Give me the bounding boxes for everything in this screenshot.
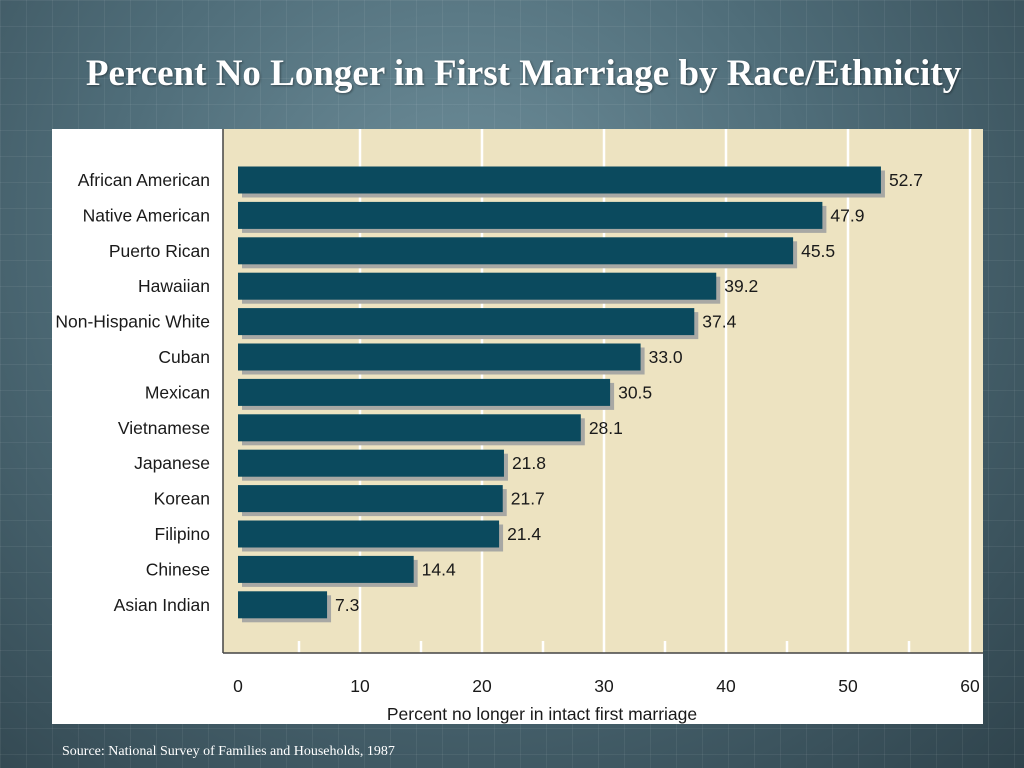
- data-label: 21.7: [511, 489, 545, 509]
- bar: [238, 555, 414, 583]
- bar: [238, 520, 500, 548]
- source-note: Source: National Survey of Families and …: [62, 744, 395, 759]
- x-tick-label: 20: [472, 676, 492, 696]
- data-label: 28.1: [589, 418, 623, 438]
- bar: [238, 414, 581, 442]
- category-label: Filipino: [155, 524, 210, 544]
- data-label: 52.7: [889, 170, 923, 190]
- x-tick-label: 10: [350, 676, 370, 696]
- bar: [238, 308, 695, 336]
- category-label: Mexican: [145, 382, 210, 402]
- bar: [238, 591, 328, 619]
- bar: [238, 237, 794, 265]
- category-label: Chinese: [146, 559, 210, 579]
- data-label: 47.9: [830, 205, 864, 225]
- data-label: 7.3: [335, 595, 359, 615]
- chart-panel: African American 52.7 Native American 47.9 P…: [52, 129, 983, 724]
- category-label: Cuban: [158, 347, 210, 367]
- data-label: 45.5: [801, 241, 835, 261]
- bar: [238, 449, 504, 477]
- x-tick-label: 50: [838, 676, 858, 696]
- category-label: Native American: [83, 205, 210, 225]
- category-label: Asian Indian: [114, 595, 210, 615]
- bar: [238, 272, 717, 300]
- category-label: Non-Hispanic White: [55, 312, 210, 332]
- data-label: 21.8: [512, 453, 546, 473]
- x-tick-label: 30: [594, 676, 614, 696]
- bar: [238, 166, 881, 194]
- x-tick-label: 40: [716, 676, 736, 696]
- data-label: 21.4: [507, 524, 541, 544]
- category-label: Korean: [154, 489, 210, 509]
- x-tick-label: 0: [233, 676, 243, 696]
- slide-title: Percent No Longer in First Marriage by R…: [85, 53, 962, 94]
- bar: [238, 378, 611, 406]
- category-label: Vietnamese: [118, 418, 210, 438]
- bar-chart: African American 52.7 Native American 47.9 P…: [55, 129, 983, 724]
- category-label: African American: [78, 170, 210, 190]
- data-label: 33.0: [649, 347, 683, 367]
- data-label: 14.4: [422, 559, 456, 579]
- bar: [238, 343, 641, 371]
- category-label: Puerto Rican: [109, 241, 210, 261]
- data-label: 37.4: [702, 312, 736, 332]
- data-label: 30.5: [618, 382, 652, 402]
- category-label: Hawaiian: [138, 276, 210, 296]
- category-label: Japanese: [134, 453, 210, 473]
- bar: [238, 201, 823, 229]
- bar: [238, 485, 503, 513]
- x-tick-label: 60: [960, 676, 980, 696]
- x-axis-title: Percent no longer in intact first marria…: [387, 704, 697, 724]
- data-label: 39.2: [724, 276, 758, 296]
